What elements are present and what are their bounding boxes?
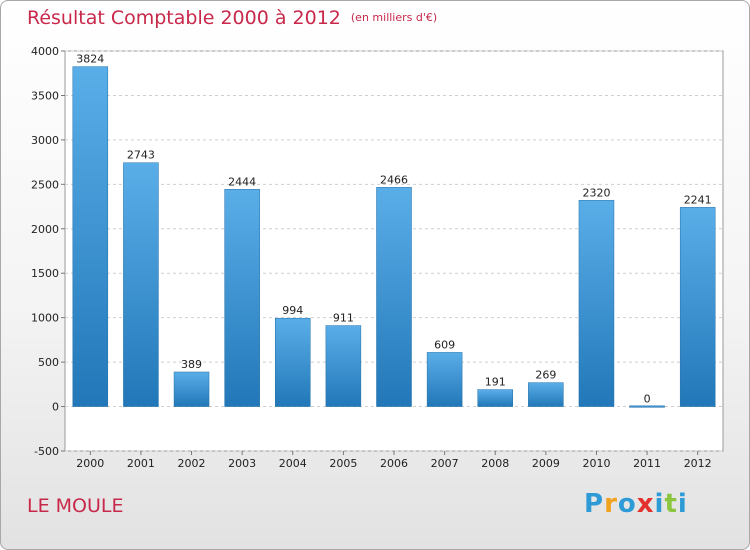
y-tick-label: 0	[52, 401, 59, 414]
x-tick-label: 2005	[329, 457, 357, 470]
logo-letter: t	[664, 489, 678, 519]
y-tick-label: 500	[38, 356, 59, 369]
place-name: LE MOULE	[27, 495, 124, 517]
bar	[376, 187, 412, 407]
chart-unit: (en milliers d'€)	[350, 11, 438, 24]
bar	[72, 66, 109, 407]
logo-letter: i	[677, 489, 688, 519]
bar	[629, 405, 665, 408]
data-label: 0	[644, 393, 651, 406]
x-tick-label: 2004	[279, 457, 307, 470]
y-tick-label: -500	[34, 445, 59, 458]
y-tick-label: 2500	[31, 178, 59, 191]
data-label: 2241	[684, 193, 712, 206]
x-tick-label: 2012	[684, 457, 712, 470]
x-tick-label: 2006	[380, 457, 408, 470]
x-tick-label: 2002	[178, 457, 206, 470]
data-label: 2466	[380, 173, 408, 186]
bar	[123, 162, 159, 407]
x-tick-label: 2001	[127, 457, 155, 470]
bar	[528, 382, 564, 407]
bar	[325, 325, 362, 407]
data-label: 2743	[127, 149, 155, 162]
x-tick-label: 2011	[633, 457, 661, 470]
y-tick-label: 4000	[31, 45, 59, 58]
x-tick-label: 2003	[228, 457, 256, 470]
data-label: 191	[485, 376, 506, 389]
data-label: 269	[535, 369, 556, 382]
chart-title: Résultat Comptable 2000 à 2012 (en millie…	[27, 7, 437, 29]
data-label: 911	[333, 312, 354, 325]
bar	[275, 317, 311, 407]
bar	[679, 207, 716, 407]
data-label: 2444	[228, 175, 256, 188]
logo-letter: r	[604, 489, 618, 519]
y-tick-label: 2000	[31, 223, 59, 236]
x-tick-label: 2008	[481, 457, 509, 470]
data-label: 609	[434, 338, 455, 351]
bar	[173, 371, 210, 407]
logo-letter: i	[654, 489, 665, 519]
bar	[477, 389, 513, 407]
proxiti-logo: Proxiti	[584, 489, 688, 519]
data-label: 2320	[582, 186, 610, 199]
bar	[426, 352, 463, 407]
logo-letter: o	[617, 489, 637, 519]
data-label: 389	[181, 358, 202, 371]
chart-title-text: Résultat Comptable 2000 à 2012	[27, 7, 341, 29]
x-tick-label: 2009	[532, 457, 560, 470]
x-tick-label: 2010	[582, 457, 610, 470]
logo-letter: x	[636, 489, 655, 519]
bar	[224, 189, 260, 407]
bar	[578, 200, 615, 407]
data-label: 994	[282, 304, 303, 317]
y-tick-label: 1500	[31, 267, 59, 280]
y-tick-label: 3000	[31, 134, 59, 147]
y-tick-label: 3500	[31, 89, 59, 102]
y-tick-label: 1000	[31, 312, 59, 325]
x-tick-label: 2000	[76, 457, 104, 470]
data-label: 3824	[76, 53, 104, 66]
x-tick-label: 2007	[431, 457, 459, 470]
logo-letter: P	[584, 489, 605, 519]
